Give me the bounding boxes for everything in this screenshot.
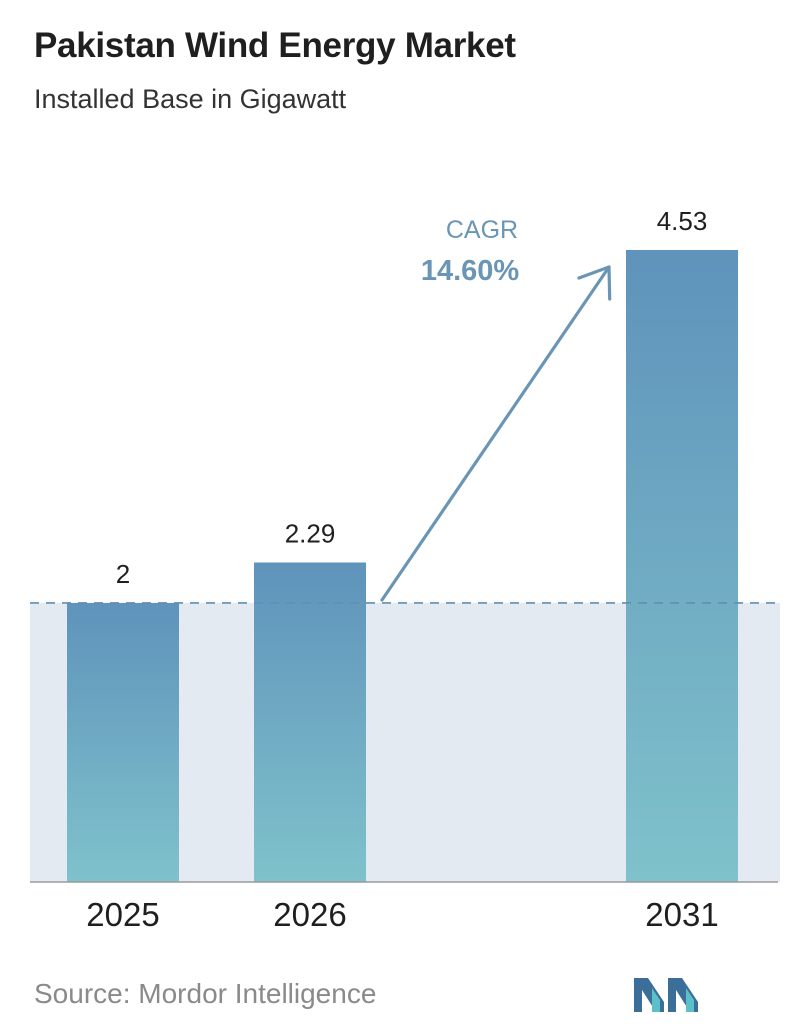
cagr-arrow-head <box>577 265 612 301</box>
bars <box>67 250 738 882</box>
bar-2025 <box>67 602 179 882</box>
chart-title: Pakistan Wind Energy Market <box>34 26 516 65</box>
x-axis-ticks: 2025 2026 2031 <box>86 896 718 933</box>
data-label-2026: 2.29 <box>285 519 336 549</box>
data-label-2025: 2 <box>116 559 130 589</box>
source-note: Source: Mordor Intelligence <box>34 978 377 1009</box>
chart-subtitle: Installed Base in Gigawatt <box>34 84 347 114</box>
cagr-value: 14.60% <box>421 255 520 287</box>
cagr-arrow-shaft <box>380 265 611 602</box>
cagr-annotation: CAGR 14.60% <box>421 216 520 287</box>
x-tick-2026: 2026 <box>273 896 346 933</box>
data-label-2031: 4.53 <box>657 206 708 236</box>
cagr-label: CAGR <box>446 216 518 244</box>
mordor-logo-icon <box>634 978 698 1012</box>
bar-2026 <box>254 562 366 882</box>
data-labels: 2 2.29 4.53 <box>116 206 708 589</box>
bar-2031 <box>626 250 738 882</box>
reference-line <box>30 602 780 883</box>
x-tick-2025: 2025 <box>86 896 159 933</box>
x-tick-2031: 2031 <box>645 896 718 933</box>
cagr-arrow <box>380 265 612 602</box>
